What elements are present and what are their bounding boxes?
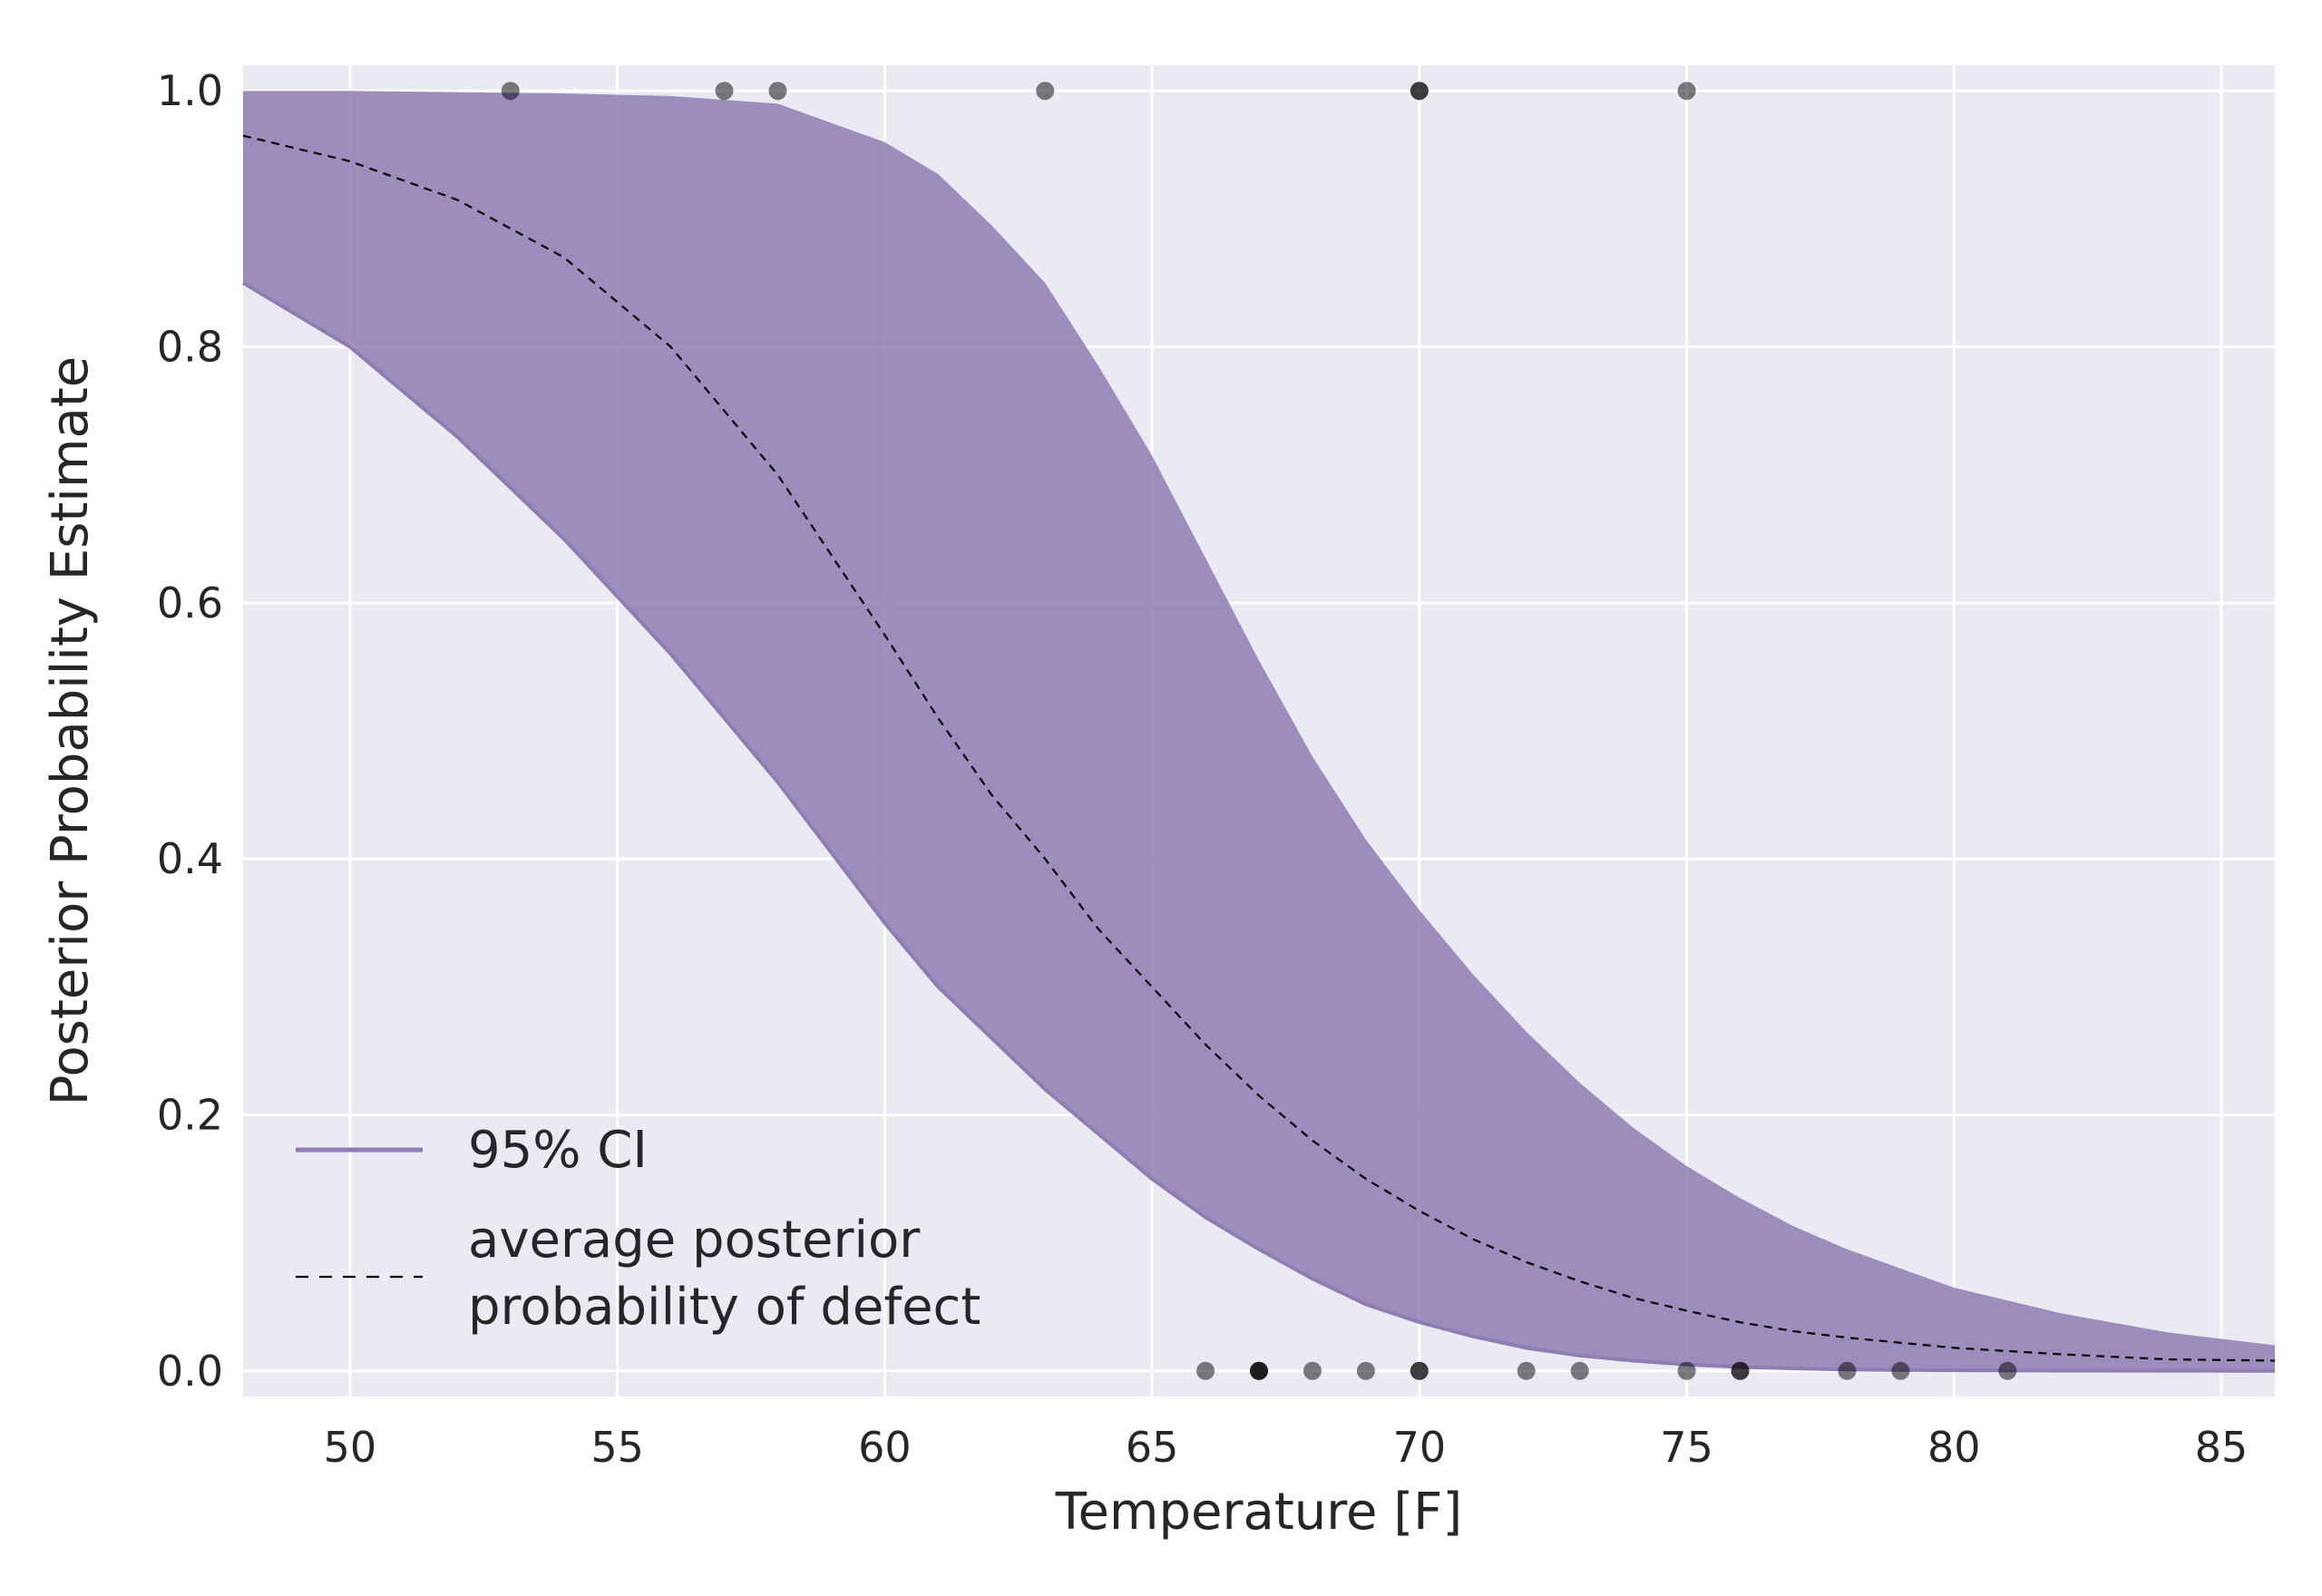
observation-point [1677, 82, 1696, 101]
y-tick-labels: 0.0 0.2 0.4 0.6 0.8 1.0 [157, 66, 223, 1396]
observation-point [1998, 1361, 2017, 1380]
x-tick-label: 50 [324, 1423, 377, 1472]
observation-point [715, 82, 734, 101]
observation-points [501, 82, 2017, 1380]
observation-point [1410, 82, 1429, 101]
observation-point [768, 82, 787, 101]
x-tick-label: 80 [1927, 1423, 1981, 1472]
y-tick-label: 0.8 [157, 323, 223, 372]
y-tick-label: 0.6 [157, 579, 223, 628]
x-tick-labels: 50 55 60 65 70 75 80 85 [324, 1423, 2249, 1472]
y-tick-label: 1.0 [157, 66, 223, 115]
y-tick-label: 0.2 [157, 1090, 223, 1139]
observation-point [1302, 1361, 1322, 1380]
observation-point [1570, 1361, 1589, 1380]
x-tick-label: 65 [1126, 1423, 1179, 1472]
ci-lower-edge [241, 281, 2276, 1373]
y-tick-label: 0.4 [157, 834, 223, 883]
observation-point [1036, 82, 1055, 101]
observation-point [501, 82, 520, 101]
y-axis-label: Posterior Probability Estimate [41, 356, 100, 1105]
observation-point [1677, 1361, 1696, 1380]
observation-point [1838, 1361, 1857, 1380]
observation-point [1410, 1361, 1429, 1380]
observation-point [1250, 1361, 1268, 1380]
x-tick-label: 70 [1393, 1423, 1447, 1472]
x-tick-label: 55 [590, 1423, 644, 1472]
legend-label-mean-line1: average posterior [468, 1211, 921, 1270]
mean-line-layer [242, 134, 2276, 1362]
mean-posterior-line [242, 134, 2276, 1362]
ci-band [243, 91, 2275, 1371]
x-tick-label: 75 [1660, 1423, 1713, 1472]
observation-point [1731, 1361, 1750, 1380]
x-tick-label: 85 [2195, 1423, 2249, 1472]
x-axis-label: Temperature [F] [1055, 1483, 1462, 1542]
ci-band-layer [241, 91, 2276, 1373]
legend-label-ci: 95% CI [468, 1121, 648, 1180]
y-tick-label: 0.0 [157, 1347, 223, 1396]
legend-label-mean-line2: probability of defect [468, 1278, 981, 1337]
x-tick-label: 60 [858, 1423, 912, 1472]
observation-point [1356, 1361, 1375, 1380]
legend: 95% CI average posterior probability of … [296, 1121, 981, 1337]
observation-point [1891, 1361, 1910, 1380]
observation-point [1517, 1361, 1536, 1380]
observation-point [1196, 1361, 1215, 1380]
